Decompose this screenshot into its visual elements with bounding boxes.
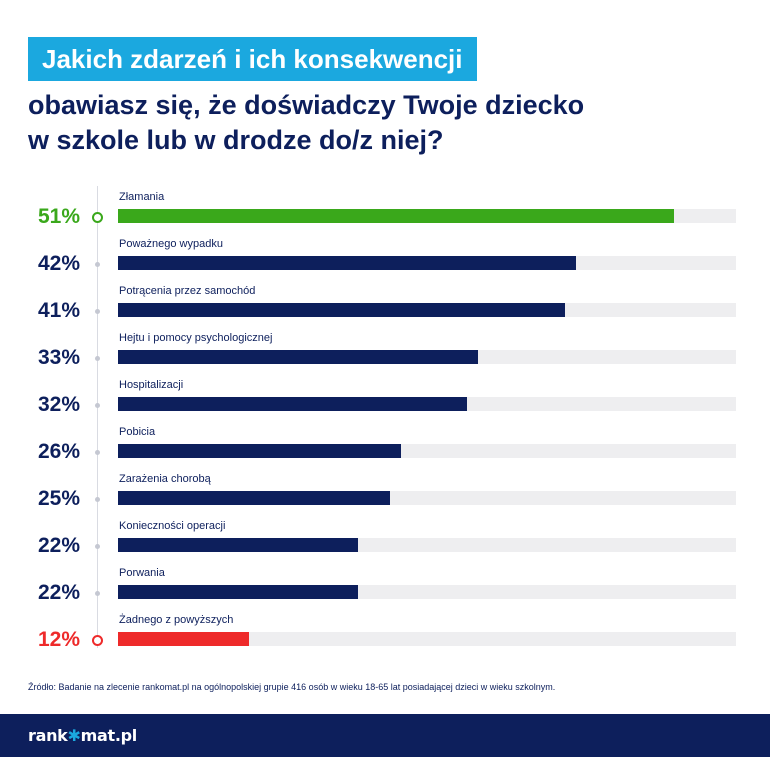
bar xyxy=(118,350,478,364)
axis-marker xyxy=(95,356,100,361)
highlight-marker xyxy=(92,212,103,223)
bar xyxy=(118,585,358,599)
axis-marker xyxy=(95,403,100,408)
category-label: Poważnego wypadku xyxy=(119,238,223,250)
axis-marker xyxy=(95,544,100,549)
chart-subtitle: obawiasz się, że doświadczy Twoje dzieck… xyxy=(28,88,728,158)
source-note: Źródło: Badanie na zlecenie rankomat.pl … xyxy=(28,682,556,692)
value-label: 22% xyxy=(37,581,80,604)
bar-track xyxy=(118,491,736,505)
category-label: Żadnego z powyższych xyxy=(119,614,234,626)
category-label: Zarażenia chorobą xyxy=(119,473,211,485)
bar-row: 33% Hejtu i pomocy psychologicznej xyxy=(0,331,770,378)
bar-row: 41% Potrącenia przez samochód xyxy=(0,284,770,331)
bar xyxy=(118,256,576,270)
bar-row: 26% Pobicia xyxy=(0,425,770,472)
category-label: Hospitalizacji xyxy=(119,379,184,391)
subtitle-line-2: w szkole lub w drodze do/z niej? xyxy=(28,125,444,155)
highlight-marker xyxy=(92,635,103,646)
bar xyxy=(118,303,565,317)
category-label: Potrącenia przez samochód xyxy=(119,285,256,297)
bar-row: 22% Porwania xyxy=(0,566,770,613)
logo-star-icon: ✱ xyxy=(67,726,81,745)
bar xyxy=(118,209,674,223)
bar-track xyxy=(118,209,736,223)
bar-track xyxy=(118,350,736,364)
category-label: Hejtu i pomocy psychologicznej xyxy=(119,332,273,344)
bar-track xyxy=(118,303,736,317)
value-label: 32% xyxy=(37,393,80,416)
bar-row: 32% Hospitalizacji xyxy=(0,378,770,425)
axis-line xyxy=(97,186,98,648)
value-label: 22% xyxy=(37,534,80,557)
bar-track xyxy=(118,632,736,646)
bar-track xyxy=(118,444,736,458)
bar-track xyxy=(118,538,736,552)
bar xyxy=(118,397,467,411)
bar xyxy=(118,444,401,458)
bar xyxy=(118,538,358,552)
bar-track xyxy=(118,256,736,270)
bar xyxy=(118,491,390,505)
value-label: 42% xyxy=(37,252,80,275)
logo-text-left: rank xyxy=(28,726,68,745)
bar-row: 42% Poważnego wypadku xyxy=(0,237,770,284)
bar-track xyxy=(118,397,736,411)
category-label: Konieczności operacji xyxy=(119,520,226,532)
bar-row: 22% Konieczności operacji xyxy=(0,519,770,566)
axis-marker xyxy=(95,497,100,502)
chart-title: Jakich zdarzeń i ich konsekwencji xyxy=(28,37,477,81)
value-label: 51% xyxy=(37,205,80,228)
value-label: 26% xyxy=(37,440,80,463)
axis-marker xyxy=(95,309,100,314)
category-label: Złamania xyxy=(119,191,165,203)
axis-marker xyxy=(95,450,100,455)
bar-track xyxy=(118,585,736,599)
bar xyxy=(118,632,249,646)
logo-text-right: mat.pl xyxy=(80,726,138,745)
value-label: 12% xyxy=(37,628,80,651)
bar-row: 25% Zarażenia chorobą xyxy=(0,472,770,519)
bar-chart: 51% Złamania 42% Poważnego wypadku 41% Potrąc… xyxy=(0,190,770,660)
value-label: 33% xyxy=(37,346,80,369)
axis-marker xyxy=(95,262,100,267)
category-label: Pobicia xyxy=(119,426,156,438)
category-label: Porwania xyxy=(119,567,165,579)
bar-row: 51% Złamania xyxy=(0,190,770,237)
axis-marker xyxy=(95,591,100,596)
value-label: 25% xyxy=(37,487,80,510)
brand-logo[interactable]: rank✱mat.pl xyxy=(28,727,137,745)
subtitle-line-1: obawiasz się, że doświadczy Twoje dzieck… xyxy=(28,90,585,120)
bar-row: 12% Żadnego z powyższych xyxy=(0,613,770,660)
value-label: 41% xyxy=(37,299,80,322)
footer-bar: rank✱mat.pl xyxy=(0,714,770,757)
